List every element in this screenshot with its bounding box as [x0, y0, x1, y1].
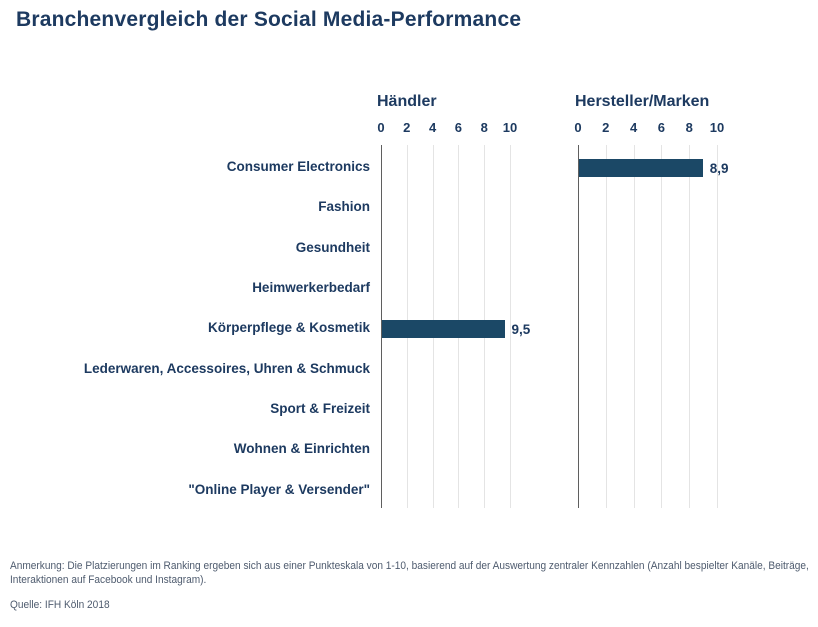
tick-label: 0	[574, 120, 582, 135]
tick-label: 6	[657, 120, 666, 135]
category-label-consumer-electronics: Consumer Electronics	[226, 159, 370, 174]
gridline	[633, 145, 635, 508]
category-label-sport-freizeit: Sport & Freizeit	[270, 401, 370, 416]
tick-label: 0	[377, 120, 385, 135]
category-label-heimwerkerbedarf: Heimwerkerbedarf	[252, 280, 370, 295]
category-label-lederwaren-accessoires: Lederwaren, Accessoires, Uhren & Schmuck	[83, 361, 370, 376]
x-axis-ticks-hersteller: 0 2 4 6 8 10	[574, 120, 724, 137]
category-label-wohnen-einrichten: Wohnen & Einrichten	[233, 441, 370, 456]
bar-row-consumer-electronics: 8,9	[579, 159, 728, 177]
gridline	[510, 145, 511, 508]
tick-label: 4	[629, 120, 638, 135]
tick-label: 4	[428, 120, 437, 135]
tick-label: 6	[454, 120, 463, 135]
panel-haendler-plot-area: 9,5	[381, 145, 530, 508]
source-line: Quelle: IFH Köln 2018	[10, 599, 110, 611]
category-label-fashion: Fashion	[318, 199, 370, 214]
gridline	[605, 145, 607, 508]
tick-label: 8	[480, 120, 488, 135]
category-label-online-player-versender: "Online Player & Versender"	[188, 482, 370, 497]
tick-label: 2	[602, 120, 610, 135]
panel-header-hersteller-marken: Hersteller/Marken	[575, 93, 710, 110]
bar-hersteller-consumer-electronics	[579, 159, 703, 177]
tick-label: 10	[709, 120, 725, 135]
category-label-koerperpflege-kosmetik: Körperpflege & Kosmetik	[207, 320, 370, 335]
tick-label: 10	[502, 120, 518, 135]
page-title: Branchenvergleich der Social Media-Perfo…	[16, 8, 522, 31]
footnote-annotation: Anmerkung: Die Platzierungen im Ranking …	[10, 560, 809, 586]
bar-haendler-koerperpflege	[382, 320, 505, 338]
gridline	[661, 145, 663, 508]
bar-value-haendler-koerperpflege: 9,5	[511, 321, 531, 337]
panel-hersteller-plot-area: 8,9	[578, 145, 728, 508]
bar-value-hersteller-consumer-electronics: 8,9	[709, 160, 729, 176]
gridline	[689, 145, 691, 508]
x-axis-ticks-haendler: 0 2 4 6 8 10	[377, 120, 517, 137]
bar-row-koerperpflege: 9,5	[382, 320, 530, 338]
category-label-gesundheit: Gesundheit	[295, 240, 370, 255]
gridline	[717, 145, 718, 508]
panel-header-haendler: Händler	[377, 93, 437, 110]
tick-label: 2	[403, 120, 411, 135]
tick-label: 8	[685, 120, 693, 135]
